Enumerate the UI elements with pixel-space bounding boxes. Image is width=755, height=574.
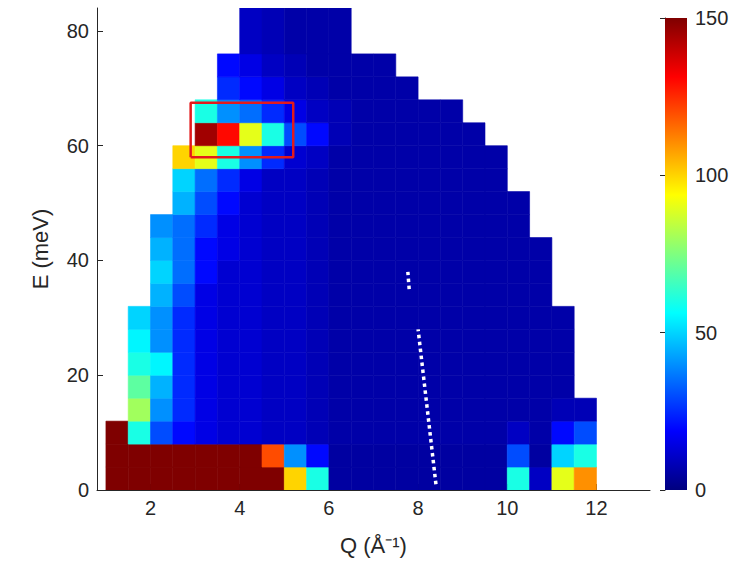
svg-text:150: 150	[695, 7, 728, 29]
svg-text:Q (Å⁻¹): Q (Å⁻¹)	[340, 533, 407, 558]
svg-text:E (meV): E (meV)	[28, 209, 53, 290]
svg-text:50: 50	[695, 322, 717, 344]
svg-text:60: 60	[67, 135, 89, 157]
svg-text:10: 10	[496, 497, 518, 519]
svg-text:0: 0	[695, 479, 706, 501]
svg-text:2: 2	[145, 497, 156, 519]
svg-text:4: 4	[234, 497, 245, 519]
svg-text:20: 20	[67, 364, 89, 386]
svg-text:12: 12	[585, 497, 607, 519]
svg-text:6: 6	[323, 497, 334, 519]
svg-text:100: 100	[695, 164, 728, 186]
svg-text:40: 40	[67, 249, 89, 271]
svg-text:80: 80	[67, 20, 89, 42]
svg-text:8: 8	[413, 497, 424, 519]
svg-text:0: 0	[78, 479, 89, 501]
